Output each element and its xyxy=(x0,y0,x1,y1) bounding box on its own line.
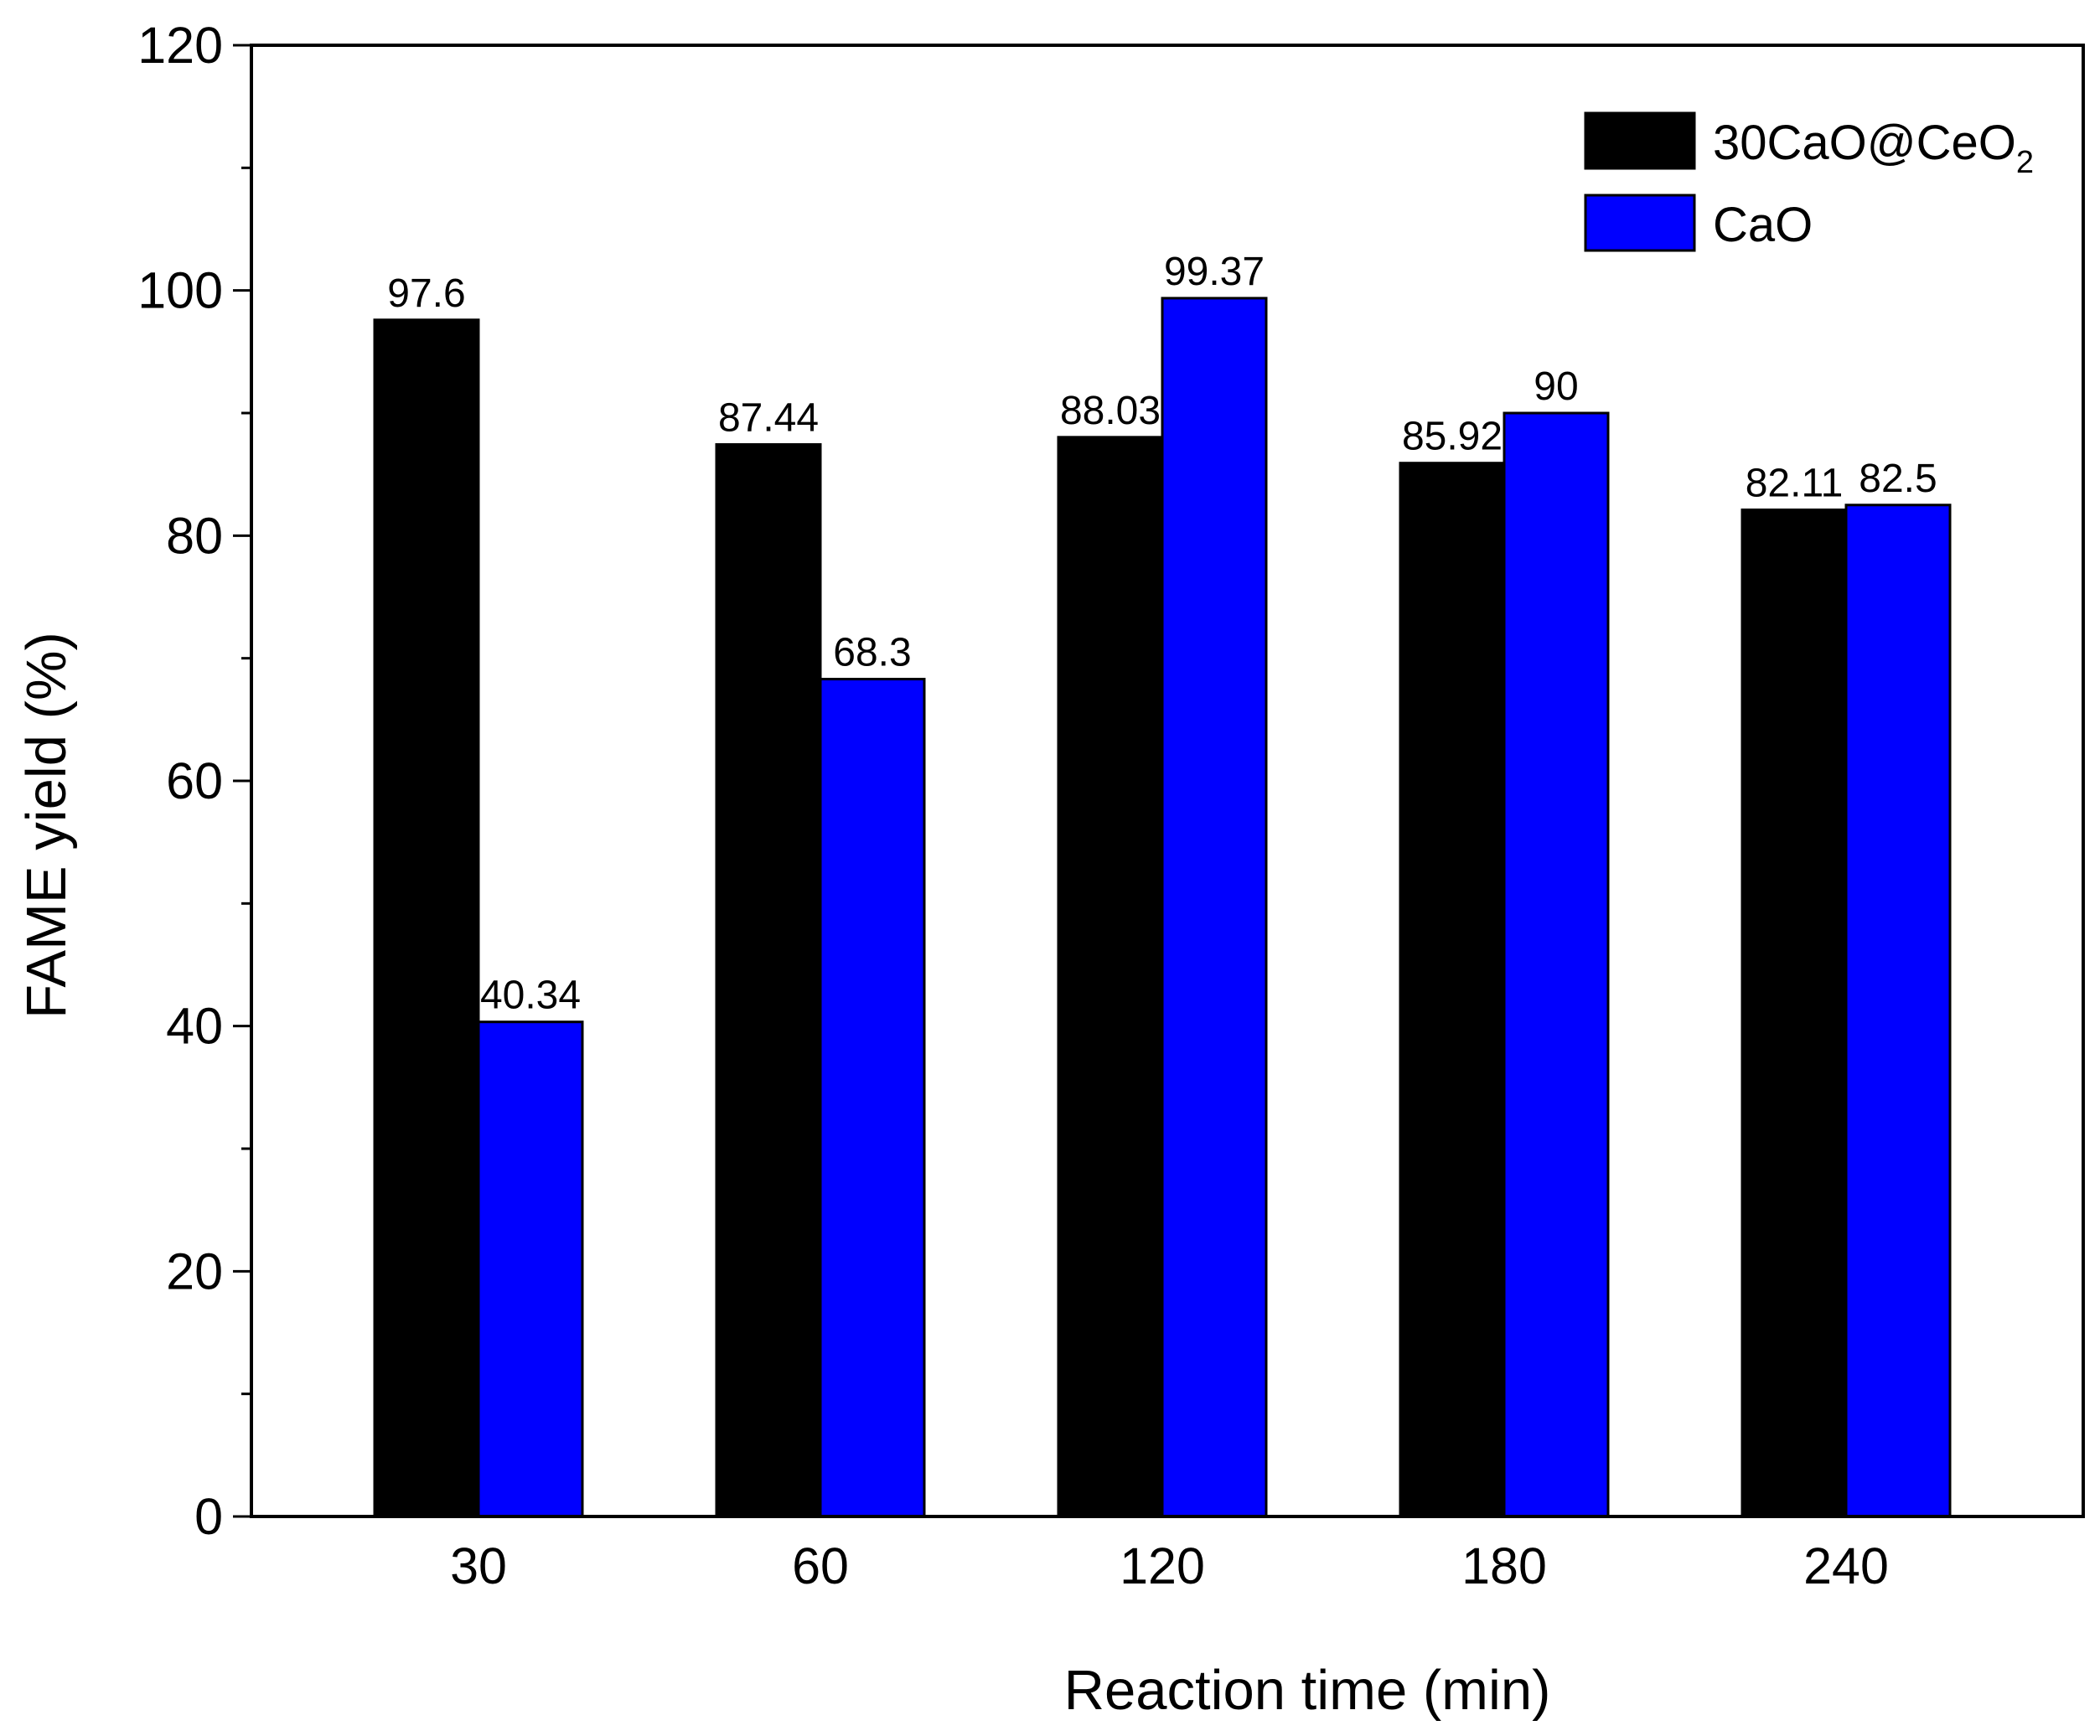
legend-label-cao-ceo2: 30CaO@CeO2 xyxy=(1713,116,2034,180)
x-tick-label-240: 240 xyxy=(1803,1537,1889,1594)
legend-swatch-cao-ceo2 xyxy=(1584,111,1696,170)
data-label-cao-120: 99.37 xyxy=(1164,250,1265,294)
y-tick-label-120: 120 xyxy=(137,17,223,74)
data-label-cao-ceo2-120: 88.03 xyxy=(1060,389,1161,433)
x-tick-label-180: 180 xyxy=(1461,1537,1547,1594)
y-tick-label-40: 40 xyxy=(166,998,223,1055)
x-axis-title: Reaction time (min) xyxy=(1064,1659,1551,1722)
x-axis: 30 60 120 180 240 xyxy=(450,1537,1889,1594)
data-label-cao-ceo2-30: 97.6 xyxy=(387,271,465,316)
bar-cao-ceo2-180 xyxy=(1399,462,1506,1518)
bar-cao-120 xyxy=(1161,297,1268,1518)
bar-cao-180 xyxy=(1503,411,1610,1518)
bar-cao-ceo2-60 xyxy=(715,442,822,1518)
y-axis: 0 20 40 60 80 100 120 xyxy=(137,17,251,1545)
legend-label-subscript: 2 xyxy=(2016,145,2034,180)
data-label-cao-240: 82.5 xyxy=(1859,457,1937,501)
x-tick-label-120: 120 xyxy=(1120,1537,1205,1594)
bars-layer xyxy=(373,297,1952,1518)
data-label-cao-ceo2-180: 85.92 xyxy=(1402,415,1503,459)
data-labels-layer: 97.6 40.34 87.44 68.3 88.03 99.37 85.92 90 82.11… xyxy=(387,250,1937,1018)
bar-cao-240 xyxy=(1844,504,1952,1518)
legend-label-cao: CaO xyxy=(1713,198,1813,252)
data-label-cao-ceo2-60: 87.44 xyxy=(718,395,819,440)
bar-cao-30 xyxy=(477,1020,584,1518)
data-label-cao-ceo2-240: 82.11 xyxy=(1746,461,1844,505)
y-tick-label-60: 60 xyxy=(166,752,223,809)
data-label-cao-180: 90 xyxy=(1534,364,1578,409)
legend: 30CaO@CeO2 CaO xyxy=(1584,111,2034,252)
x-tick-label-30: 30 xyxy=(450,1537,507,1594)
bar-cao-ceo2-120 xyxy=(1057,436,1164,1518)
bar-cao-ceo2-30 xyxy=(373,318,480,1518)
y-tick-label-20: 20 xyxy=(166,1243,223,1299)
bar-cao-60 xyxy=(819,678,926,1518)
y-tick-label-0: 0 xyxy=(194,1488,223,1545)
y-tick-label-100: 100 xyxy=(137,262,223,319)
legend-swatch-cao xyxy=(1584,194,1696,252)
y-tick-label-80: 80 xyxy=(166,507,223,564)
data-label-cao-30: 40.34 xyxy=(480,974,581,1018)
y-axis-title: FAME yield (%) xyxy=(15,632,78,1019)
data-label-cao-60: 68.3 xyxy=(833,631,911,675)
x-tick-label-60: 60 xyxy=(792,1537,849,1594)
bar-cao-ceo2-240 xyxy=(1741,508,1848,1518)
